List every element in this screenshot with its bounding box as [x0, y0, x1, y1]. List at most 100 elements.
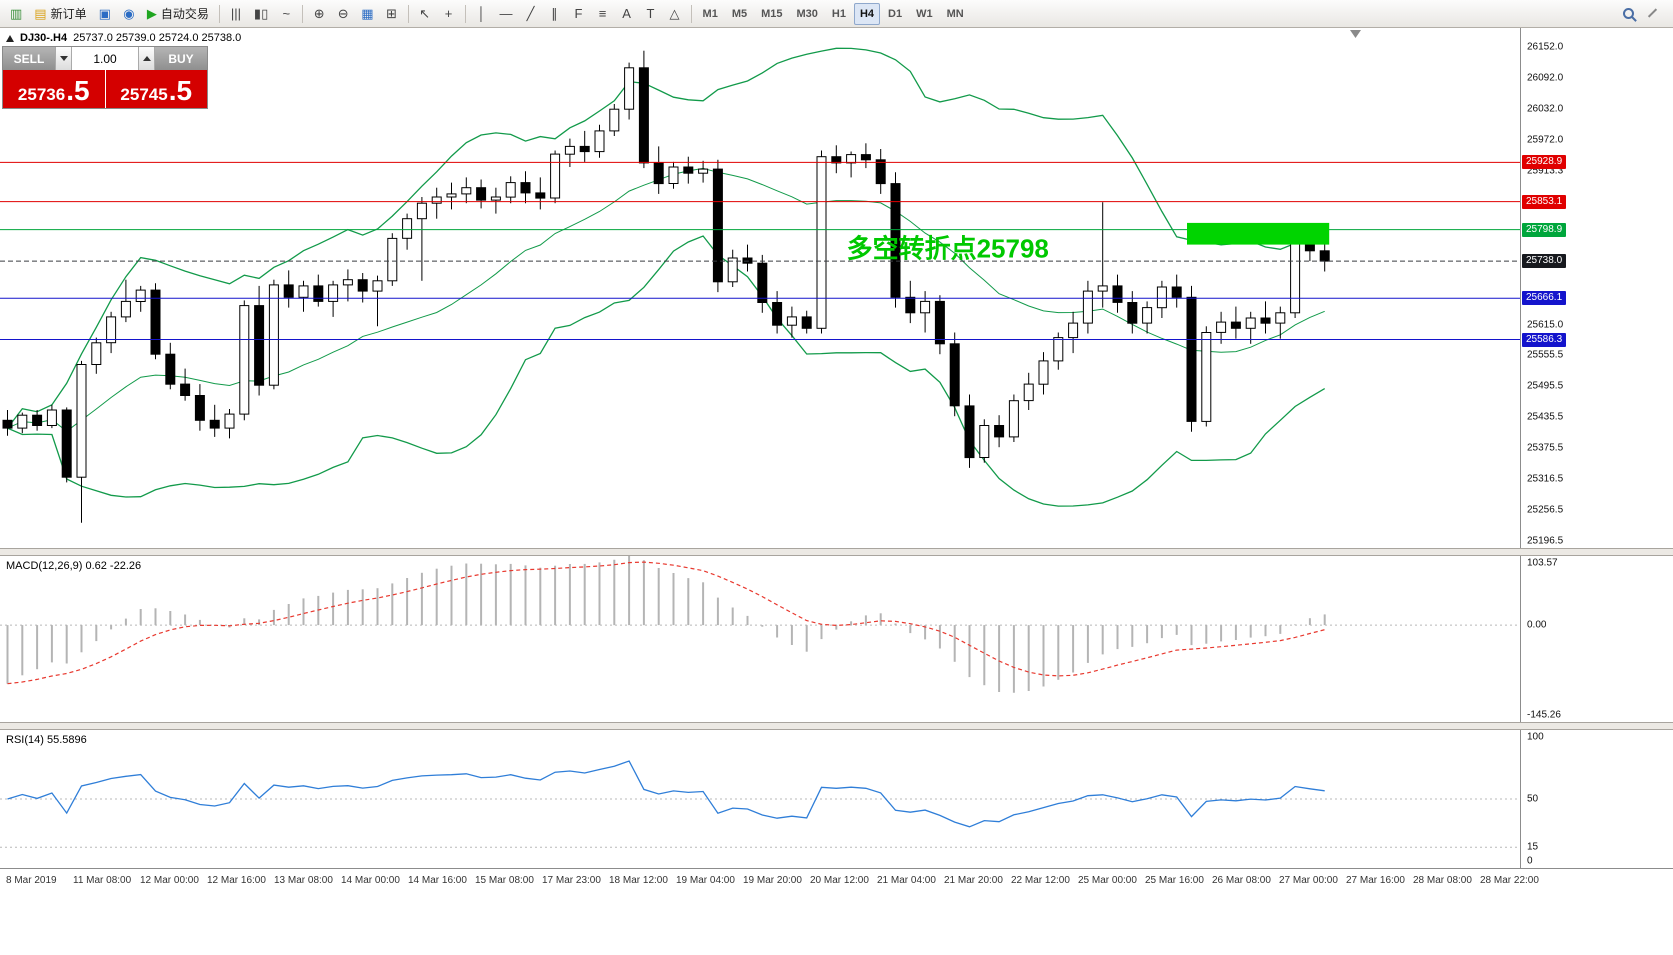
candle-body: [772, 302, 783, 326]
candle-body: [1127, 302, 1138, 324]
candle-body: [17, 414, 28, 429]
macd-canvas[interactable]: [0, 556, 1520, 722]
price-axis-tick: 26032.0: [1527, 103, 1564, 115]
timeframe-h1-button[interactable]: H1: [831, 7, 846, 20]
buy-button[interactable]: BUY: [155, 47, 207, 70]
panel-splitter[interactable]: [0, 722, 1673, 730]
candle-body: [313, 285, 324, 302]
price-chart[interactable]: 多空转折点25798: [0, 28, 1520, 548]
symbol-ohlc-values: 25737.0 25739.0 25724.0 25738.0: [73, 32, 242, 44]
price-level-badge: 25666.1: [1522, 291, 1567, 306]
candle-body: [727, 257, 738, 283]
timeframe-m30-button[interactable]: M30: [796, 7, 818, 20]
zoom-in-button[interactable]: ⊕: [308, 3, 330, 25]
rsi-indicator-label: RSI(14) 55.5896: [6, 734, 87, 746]
time-axis[interactable]: 8 Mar 2019 11 Mar 08:00 12 Mar 00:00 12 Mar…: [0, 868, 1673, 894]
timeframe-h4-button[interactable]: H4: [853, 2, 881, 25]
rsi-panel[interactable]: [0, 730, 1520, 868]
candle-body: [1171, 286, 1182, 298]
main-toolbar: ▥ ▤ 新订单 ▣ ◉ ▶ 自动交易 ||| ▮▯ ~ ⊕ ⊖ ▦ ⊞ ↖ + │ — ╱ ∥ F ≡ A T △ M1 M5 M1…: [0, 0, 1673, 28]
candle-body: [1216, 321, 1227, 333]
time-axis-label: 25 Mar 16:00: [1145, 875, 1204, 886]
candle-body: [624, 67, 635, 110]
candle-body: [106, 316, 117, 344]
rsi-line: [7, 760, 1325, 828]
candlestick-chart-type-button[interactable]: ▮▯: [249, 3, 273, 25]
market-watch-icon-glyph: ▣: [98, 6, 111, 21]
sell-price-panel[interactable]: 25736 .5: [3, 70, 106, 108]
timeframe-w1-button[interactable]: W1: [916, 7, 933, 20]
zoom-in-glyph: ⊕: [313, 6, 325, 21]
market-watch-icon[interactable]: ▣: [94, 3, 116, 25]
time-axis-label: 27 Mar 00:00: [1279, 875, 1338, 886]
price-axis[interactable]: 26152.0 26092.0 26032.0 25972.0 25913.3 25615…: [1520, 28, 1673, 548]
chart-profile-icon[interactable]: [1641, 3, 1664, 25]
candle-body: [1038, 360, 1049, 385]
fibonacci-tool-button[interactable]: F: [568, 3, 590, 25]
macd-axis[interactable]: 103.57 0.00 -145.26: [1520, 556, 1673, 722]
candle-body: [846, 154, 857, 164]
buy-price-panel[interactable]: 25745 .5: [105, 70, 207, 108]
zoom-out-button[interactable]: ⊖: [332, 3, 354, 25]
chart-shift-marker[interactable]: [1350, 30, 1361, 38]
macd-panel[interactable]: [0, 556, 1520, 722]
shapes-tool-button[interactable]: ≡: [592, 3, 614, 25]
search-icon[interactable]: [1617, 3, 1639, 25]
toolbar-right-group: [1616, 3, 1669, 25]
candle-body: [1053, 337, 1064, 362]
volume-input[interactable]: [72, 47, 138, 70]
rsi-axis[interactable]: 100 50 15 0: [1520, 730, 1673, 868]
crosshair-tool-glyph: +: [444, 6, 453, 21]
bollinger-middle-band: [7, 167, 1325, 432]
terminal-window-icon[interactable]: ▥: [5, 3, 27, 25]
strategy-navigator-icon[interactable]: ◉: [118, 3, 140, 25]
crosshair-tool-button[interactable]: +: [438, 3, 460, 25]
candle-body: [239, 305, 250, 415]
tile-windows-button[interactable]: ⊞: [381, 3, 403, 25]
time-axis-label: 13 Mar 08:00: [274, 875, 333, 886]
text-label-tool-button[interactable]: T: [640, 3, 662, 25]
timeframe-m1-button[interactable]: M1: [702, 7, 718, 20]
candle-body: [712, 168, 723, 283]
candle-body: [638, 67, 649, 164]
candle-body: [268, 284, 279, 386]
candle-body: [920, 300, 931, 314]
panel-splitter[interactable]: [0, 548, 1673, 556]
candle-body: [816, 156, 827, 329]
fibonacci-tool-glyph: F: [574, 6, 583, 21]
timeframe-mn-button[interactable]: MN: [946, 7, 964, 20]
macd-axis-tick: 0.00: [1527, 619, 1547, 631]
sell-button[interactable]: SELL: [3, 47, 55, 70]
bar-chart-type-button[interactable]: |||: [225, 3, 247, 25]
arrows-tool-button[interactable]: △: [664, 3, 686, 25]
candle-body: [298, 285, 309, 298]
candle-body: [120, 300, 131, 318]
new-order-button[interactable]: ▤ 新订单: [29, 3, 91, 25]
cursor-tool-button[interactable]: ↖: [414, 3, 436, 25]
chart-symbol-info: DJ30-.H4 25737.0 25739.0 25724.0 25738.0: [6, 32, 241, 44]
timeframe-m5-button[interactable]: M5: [731, 7, 748, 20]
auto-trading-button[interactable]: ▶ 自动交易: [142, 3, 214, 25]
highlight-rectangle[interactable]: [1187, 222, 1330, 245]
price-level-badge: 25738.0: [1522, 254, 1567, 269]
price-axis-tick: 26152.0: [1527, 41, 1564, 53]
line-chart-type-button[interactable]: ~: [275, 3, 297, 25]
rsi-axis-tick: 15: [1527, 841, 1539, 853]
volume-decrease-button[interactable]: [55, 47, 72, 70]
candle-body: [1023, 383, 1034, 402]
horizontal-line-tool-button[interactable]: —: [495, 3, 518, 25]
ask-price-main: 25745: [120, 85, 168, 105]
trendline-tool-button[interactable]: ╱: [520, 3, 542, 25]
candle-body: [61, 409, 72, 478]
equidistant-channel-tool-button[interactable]: ∥: [544, 3, 566, 25]
time-axis-label: 11 Mar 08:00: [73, 875, 132, 886]
timeframe-d1-button[interactable]: D1: [888, 7, 903, 20]
text-tool-button[interactable]: A: [616, 3, 638, 25]
line-chart-type-glyph: ~: [282, 6, 291, 21]
volume-increase-button[interactable]: [138, 47, 155, 70]
candle-body: [32, 414, 43, 427]
chart-annotation-text[interactable]: 多空转折点25798: [847, 234, 1049, 264]
indicators-button[interactable]: ▦: [356, 3, 378, 25]
vertical-line-tool-button[interactable]: │: [471, 3, 493, 25]
timeframe-m15-button[interactable]: M15: [761, 7, 783, 20]
